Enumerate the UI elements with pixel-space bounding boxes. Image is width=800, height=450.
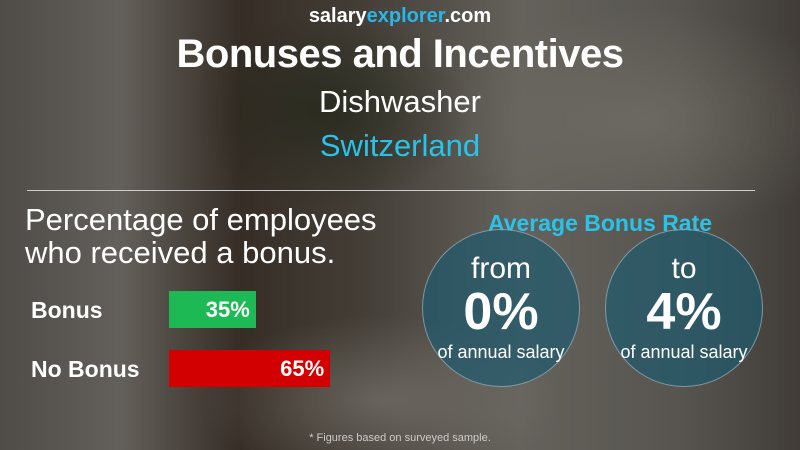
job-title: Dishwasher	[319, 84, 481, 119]
to-value: 4%	[646, 283, 722, 341]
heading-line: who received a bonus.	[25, 235, 336, 270]
to-sub: of annual salary	[620, 342, 748, 362]
divider	[27, 190, 755, 191]
page-title: Bonuses and Incentives	[176, 32, 624, 76]
no-bonus-bar: 65%	[169, 350, 331, 387]
no-bonus-label: No Bonus	[31, 356, 140, 382]
from-value: 0%	[463, 283, 539, 341]
from-word: from	[471, 252, 531, 285]
brand-logo: salaryexplorer.com	[0, 5, 800, 28]
bonus-bar: 35%	[169, 291, 256, 328]
bonus-label: Bonus	[31, 297, 103, 323]
brand-part: explorer	[366, 5, 445, 27]
to-word: to	[671, 252, 697, 285]
brand-part: .com	[444, 5, 492, 27]
from-sub: of annual salary	[437, 342, 565, 362]
footnote: * Figures based on surveyed sample.	[309, 432, 491, 444]
country: Switzerland	[319, 128, 481, 163]
percentage-heading: Percentage of employees who received a bo…	[25, 203, 377, 269]
heading-line: Percentage of employees	[25, 202, 377, 237]
brand-part: salary	[308, 5, 367, 27]
from-circle: from 0% of annual salary	[422, 229, 580, 387]
to-circle: to 4% of annual salary	[605, 229, 763, 387]
